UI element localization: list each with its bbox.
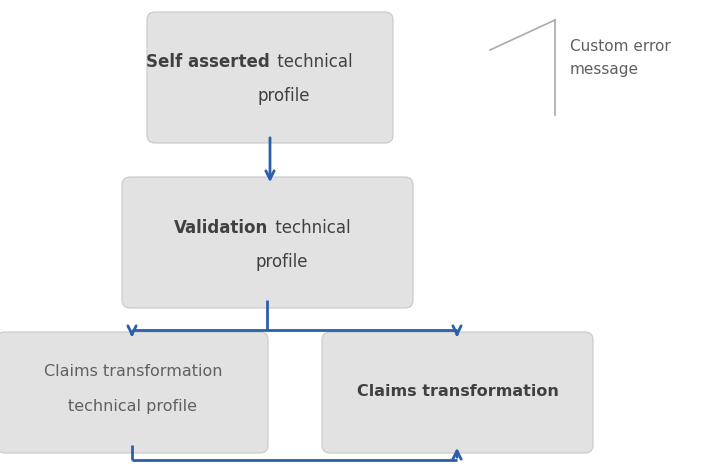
Text: profile: profile <box>258 87 310 105</box>
FancyBboxPatch shape <box>322 332 593 453</box>
Text: Validation: Validation <box>174 219 268 237</box>
FancyBboxPatch shape <box>0 332 268 453</box>
Text: Claims transformation: Claims transformation <box>44 365 222 379</box>
Text: technical: technical <box>272 53 353 71</box>
Text: Custom error
message: Custom error message <box>570 39 671 77</box>
Text: Self asserted: Self asserted <box>146 53 270 71</box>
Text: technical profile: technical profile <box>68 399 198 414</box>
FancyBboxPatch shape <box>122 177 413 308</box>
Text: Claims transformation: Claims transformation <box>357 384 559 400</box>
FancyBboxPatch shape <box>147 12 393 143</box>
Text: profile: profile <box>256 253 308 271</box>
Text: technical: technical <box>270 219 350 237</box>
